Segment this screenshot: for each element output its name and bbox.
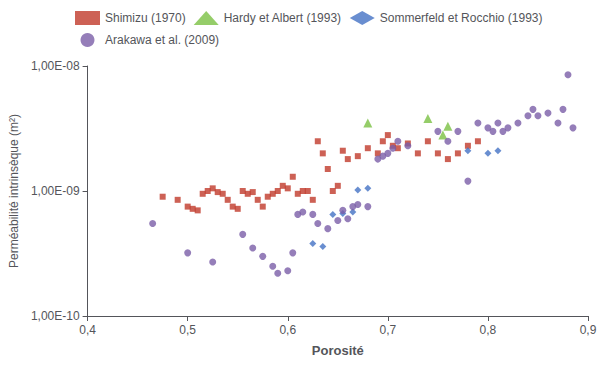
svg-text:1,00E-09: 1,00E-09	[31, 184, 80, 198]
svg-text:1,00E-08: 1,00E-08	[31, 59, 80, 73]
svg-text:0,8: 0,8	[480, 323, 497, 337]
svg-text:0,5: 0,5	[179, 323, 196, 337]
svg-text:Sommerfeld et Rocchio (1993): Sommerfeld et Rocchio (1993)	[380, 11, 543, 25]
svg-text:Arakawa et al. (2009): Arakawa et al. (2009)	[105, 33, 219, 47]
svg-text:Hardy et Albert (1993): Hardy et Albert (1993)	[224, 11, 341, 25]
svg-text:0,7: 0,7	[379, 323, 396, 337]
svg-text:Shimizu (1970): Shimizu (1970)	[105, 11, 186, 25]
svg-text:0,4: 0,4	[79, 323, 96, 337]
svg-text:0,6: 0,6	[279, 323, 296, 337]
svg-text:0,9: 0,9	[580, 323, 597, 337]
svg-text:1,00E-10: 1,00E-10	[31, 309, 80, 323]
svg-text:Porosité: Porosité	[312, 343, 364, 358]
svg-text:Perméabilité intrinsèque (m²): Perméabilité intrinsèque (m²)	[7, 114, 21, 268]
